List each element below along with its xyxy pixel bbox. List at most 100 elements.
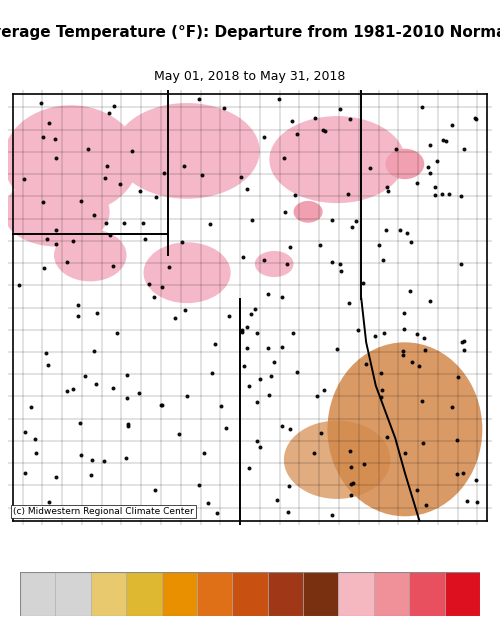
Point [264, 289, 272, 300]
Point [195, 480, 203, 490]
Point [52, 238, 60, 248]
Point [175, 429, 183, 439]
Point [284, 480, 292, 490]
Point [333, 344, 341, 354]
Point [260, 132, 268, 142]
Point [200, 448, 207, 458]
Point [239, 252, 247, 262]
Point [422, 500, 430, 510]
Point [336, 266, 344, 276]
Point [222, 423, 230, 434]
Point [354, 325, 362, 335]
Point [31, 434, 39, 444]
Point [44, 234, 52, 245]
Point [370, 331, 378, 341]
Point [243, 322, 251, 332]
Point [448, 403, 456, 413]
Point [316, 240, 324, 250]
Point [240, 362, 248, 372]
Point [184, 391, 192, 401]
Point [109, 383, 117, 393]
Point [318, 125, 326, 135]
Point [136, 186, 144, 196]
Point [32, 448, 40, 458]
Point [272, 495, 280, 505]
Ellipse shape [328, 343, 482, 516]
Point [114, 328, 122, 338]
Bar [126, 572, 162, 616]
Point [383, 432, 391, 442]
Bar [268, 572, 303, 616]
Point [377, 368, 385, 379]
Point [280, 154, 288, 164]
Point [454, 372, 462, 382]
Point [442, 137, 450, 147]
Ellipse shape [144, 242, 231, 303]
Point [90, 346, 98, 356]
Point [313, 391, 321, 401]
Point [265, 390, 273, 400]
Point [93, 307, 101, 317]
Point [80, 371, 88, 381]
Point [292, 190, 300, 200]
Bar [444, 572, 480, 616]
Point [77, 196, 85, 206]
Point [408, 357, 416, 367]
Point [204, 498, 212, 508]
Point [106, 230, 114, 240]
Point [224, 311, 232, 321]
Point [244, 381, 252, 391]
Point [256, 374, 264, 384]
Point [284, 507, 292, 518]
Point [141, 234, 149, 245]
Ellipse shape [3, 105, 138, 214]
Point [68, 236, 76, 246]
Point [396, 226, 404, 236]
Point [431, 190, 439, 200]
Bar [338, 572, 374, 616]
Point [346, 446, 354, 456]
Bar [91, 572, 126, 616]
Point [328, 257, 336, 267]
Point [135, 387, 143, 398]
Ellipse shape [294, 201, 322, 222]
Point [124, 419, 132, 429]
Point [278, 293, 285, 303]
Point [412, 329, 420, 339]
Point [288, 116, 296, 126]
Point [51, 134, 59, 144]
Point [63, 257, 71, 267]
Point [165, 262, 173, 272]
Point [264, 343, 272, 353]
Point [380, 255, 388, 265]
Point [21, 468, 29, 478]
Point [40, 263, 48, 273]
Point [40, 197, 48, 207]
Point [426, 168, 434, 178]
Point [453, 435, 461, 445]
Point [220, 103, 228, 113]
Point [392, 144, 400, 154]
Point [471, 113, 479, 123]
Point [460, 344, 468, 355]
Point [139, 218, 147, 228]
Ellipse shape [386, 149, 424, 179]
Point [178, 237, 186, 247]
Point [158, 283, 166, 293]
Point [74, 300, 82, 310]
Point [14, 280, 22, 290]
Point [90, 210, 98, 220]
Point [399, 350, 407, 360]
Point [254, 397, 262, 407]
Point [472, 475, 480, 485]
Point [422, 345, 430, 355]
Ellipse shape [255, 251, 294, 277]
Point [320, 385, 328, 395]
Point [42, 348, 50, 358]
Point [348, 490, 356, 500]
Text: May 01, 2018 to May 31, 2018: May 01, 2018 to May 31, 2018 [154, 70, 346, 83]
Point [212, 339, 220, 349]
Point [352, 216, 360, 226]
Point [321, 126, 329, 137]
Point [438, 188, 446, 198]
